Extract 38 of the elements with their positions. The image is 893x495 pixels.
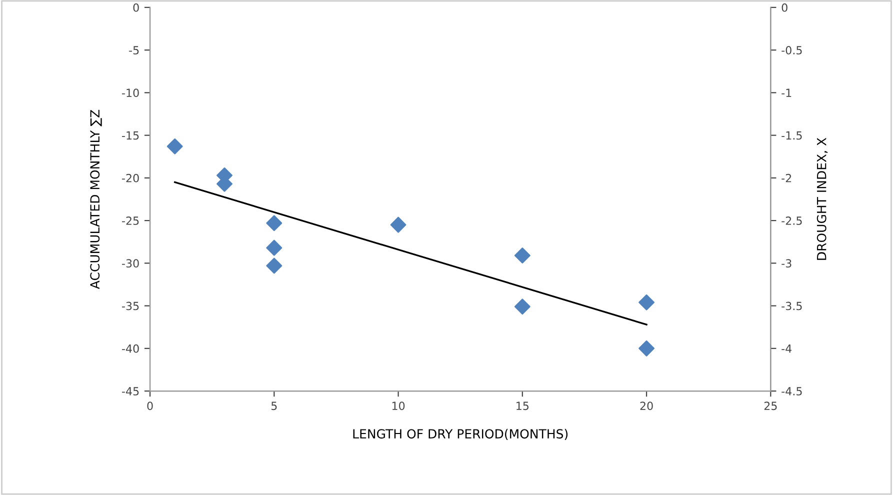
point — [638, 340, 655, 356]
x-tick-label: 5 — [271, 402, 277, 410]
x-tick-label: 25 — [764, 402, 777, 410]
y2-tick-label: -3 — [782, 259, 792, 268]
y2-axis-title: DROUGHT INDEX, X — [816, 138, 828, 260]
y2-tick-label: 0 — [782, 3, 788, 12]
x-tick-label: 0 — [147, 402, 153, 410]
x-axis-title: LENGTH OF DRY PERIOD(MONTHS) — [353, 428, 568, 440]
y-tick-label: 0 — [133, 3, 139, 12]
point — [638, 294, 655, 310]
point — [514, 248, 530, 264]
point — [166, 138, 183, 154]
y2-tick-label: -2.5 — [782, 216, 802, 225]
y-tick-label: -25 — [122, 216, 139, 225]
y2-tick-label: -1.5 — [782, 131, 802, 140]
x-tick-label: 20 — [640, 402, 653, 410]
point — [390, 216, 406, 233]
point — [266, 240, 282, 256]
y-tick-label: -30 — [122, 259, 139, 268]
y-tick-label: -5 — [129, 46, 139, 54]
y-tick-label: -45 — [122, 387, 139, 396]
x-tick-label: 10 — [392, 402, 405, 410]
point — [266, 215, 282, 232]
y2-tick-label: -4.5 — [782, 387, 802, 396]
y2-tick-label: -1 — [782, 88, 792, 97]
y-tick-label: -35 — [122, 302, 139, 310]
point — [266, 258, 282, 274]
y2-tick-label: -3.5 — [782, 302, 802, 310]
y-tick-label: -15 — [122, 131, 139, 140]
y-tick-label: -40 — [122, 344, 139, 353]
x-tick-label: 15 — [516, 402, 529, 410]
y2-tick-label: -4 — [782, 344, 792, 353]
y-axis-title: ACCUMULATED MONTHLY ∑Z — [90, 110, 102, 290]
y2-tick-label: -0.5 — [782, 46, 802, 54]
point — [514, 298, 530, 315]
y-tick-label: -20 — [122, 174, 139, 182]
y-tick-label: -10 — [122, 88, 139, 98]
y2-tick-label: -2 — [782, 174, 792, 182]
